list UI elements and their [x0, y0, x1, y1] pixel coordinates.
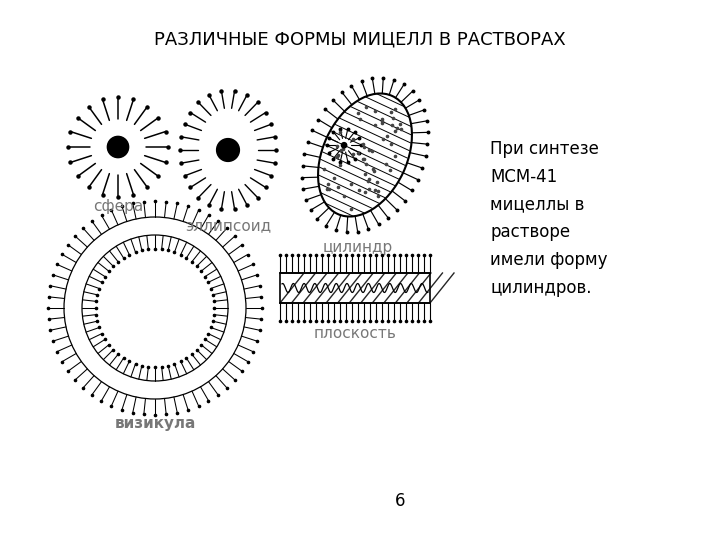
Ellipse shape: [318, 93, 412, 217]
Bar: [280, 273, 430, 303]
Circle shape: [341, 143, 347, 148]
Text: цилиндр: цилиндр: [323, 240, 393, 255]
Text: визикула: визикула: [114, 416, 196, 431]
Text: сфера: сфера: [93, 199, 143, 214]
Text: 6: 6: [395, 492, 405, 510]
Text: плоскость: плоскость: [314, 326, 397, 341]
Circle shape: [217, 139, 239, 161]
Text: При синтезе
МСМ-41
мицеллы в
растворе
имели форму
цилиндров.: При синтезе МСМ-41 мицеллы в растворе им…: [490, 140, 608, 297]
Text: эллипсоид: эллипсоид: [185, 218, 271, 233]
Circle shape: [107, 137, 129, 158]
Text: РАЗЛИЧНЫЕ ФОРМЫ МИЦЕЛЛ В РАСТВОРАХ: РАЗЛИЧНЫЕ ФОРМЫ МИЦЕЛЛ В РАСТВОРАХ: [154, 30, 566, 48]
